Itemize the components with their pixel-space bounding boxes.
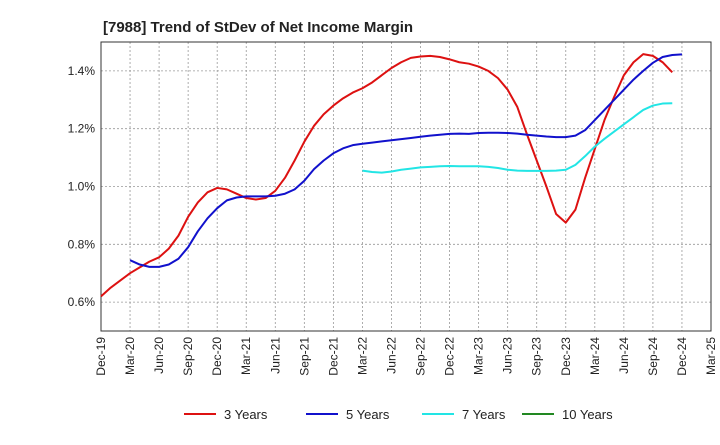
x-tick-label: Mar-25 (704, 337, 718, 375)
x-tick-label: Jun-21 (268, 337, 282, 374)
x-tick-label: Jun-23 (501, 337, 515, 374)
series-line-5-years (129, 53, 683, 268)
x-tick-label: Sep-23 (530, 337, 544, 376)
chart-title: [7988] Trend of StDev of Net Income Marg… (103, 19, 413, 36)
x-tick-label: Dec-24 (675, 337, 689, 376)
series-line-3-years (100, 53, 673, 298)
x-tick-label: Mar-22 (355, 337, 369, 375)
x-tick-label: Jun-24 (617, 337, 631, 374)
plot-area-frame (100, 41, 712, 332)
x-tick-label: Dec-20 (210, 337, 224, 376)
x-tick-label: Jun-22 (384, 337, 398, 374)
x-tick-label: Dec-22 (443, 337, 457, 376)
series-line-7-years (362, 102, 673, 174)
grid-lines (100, 42, 712, 331)
x-tick-label: Dec-19 (94, 337, 108, 376)
y-tick-label: 1.4% (68, 64, 96, 78)
x-tick-label: Jun-20 (152, 337, 166, 374)
x-axis: Dec-19 Mar-20 Jun-20 Sep-20 Dec-20 Mar-21 Jun-… (94, 337, 718, 376)
x-tick-label: Sep-24 (646, 337, 660, 376)
x-tick-label: Mar-24 (588, 337, 602, 375)
y-tick-label: 0.6% (68, 295, 96, 309)
x-tick-label: Mar-20 (123, 337, 137, 375)
y-tick-label: 0.8% (68, 237, 96, 251)
x-tick-label: Mar-23 (472, 337, 486, 375)
y-axis: 0.6% 0.8% 1.0% 1.2% 1.4% (68, 64, 96, 309)
x-tick-label: Sep-22 (414, 337, 428, 376)
series-lines (100, 53, 683, 298)
x-tick-label: Sep-20 (181, 337, 195, 376)
y-tick-label: 1.0% (68, 180, 96, 194)
legend-label: 3 Years (224, 407, 268, 422)
x-tick-label: Sep-21 (297, 337, 311, 376)
legend-label: 10 Years (562, 407, 613, 422)
legend-label: 7 Years (462, 407, 506, 422)
x-tick-label: Dec-23 (559, 337, 573, 376)
x-tick-label: Mar-21 (239, 337, 253, 375)
legend-label: 5 Years (346, 407, 390, 422)
x-tick-label: Dec-21 (326, 337, 340, 376)
legend: 3 Years 5 Years 7 Years 10 Years (184, 407, 613, 422)
y-tick-label: 1.2% (68, 122, 96, 136)
